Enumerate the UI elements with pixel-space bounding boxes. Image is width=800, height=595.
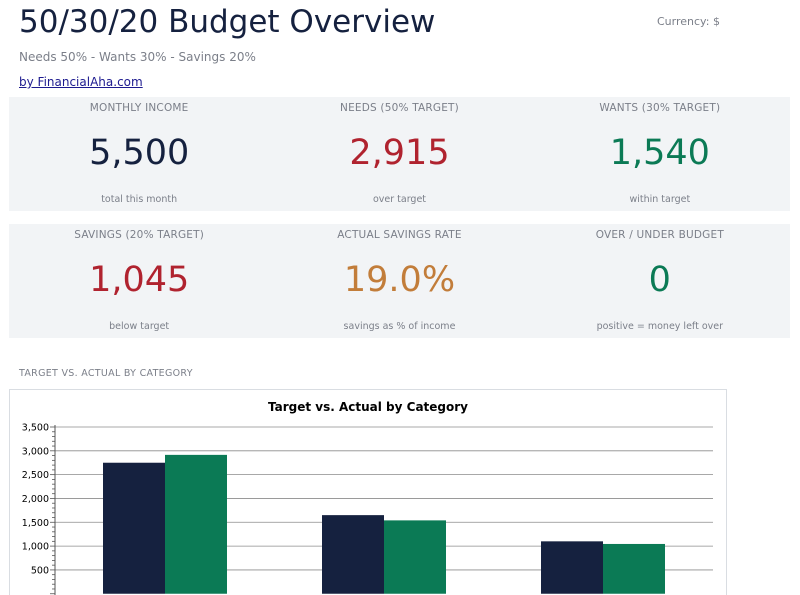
kpi-value: 19.0%	[343, 260, 456, 300]
kpi-note: savings as % of income	[343, 321, 456, 332]
y-tick-label: 3,000	[22, 446, 49, 457]
kpi-label: SAVINGS (20% TARGET)	[74, 229, 205, 241]
actual-bar	[165, 454, 227, 594]
y-tick-label: 1,000	[22, 542, 49, 553]
kpi-note: positive = money left over	[596, 321, 724, 332]
kpi-label: MONTHLY INCOME	[89, 102, 189, 114]
target-bar	[322, 515, 384, 594]
kpi-value: 2,915	[349, 133, 450, 173]
currency-label: Currency: $	[657, 15, 720, 28]
page-subtitle: Needs 50% - Wants 30% - Savings 20%	[19, 50, 256, 64]
kpi-note: below target	[109, 321, 170, 332]
kpi-label: ACTUAL SAVINGS RATE	[337, 229, 462, 241]
kpi-label: NEEDS (50% TARGET)	[340, 102, 459, 114]
kpi-value: 0	[648, 260, 671, 300]
y-tick-label: 1,500	[22, 518, 49, 529]
kpi-note: within target	[629, 194, 691, 205]
chart-section-heading: TARGET VS. ACTUAL BY CATEGORY	[19, 368, 193, 379]
kpi-row-1: MONTHLY INCOME 5,500 total this month NE…	[9, 97, 790, 211]
y-tick-label: 500	[31, 565, 49, 576]
actual-bar	[384, 520, 446, 594]
kpi-note: total this month	[101, 194, 178, 205]
kpi-value: 5,500	[89, 133, 190, 173]
kpi-value: 1,045	[89, 260, 190, 300]
chart-panel: Target vs. Actual by Category 500 1,000 1,…	[9, 389, 727, 595]
kpi-card-savings: SAVINGS (20% TARGET) 1,045 below target	[9, 224, 269, 338]
chart-title: Target vs. Actual by Category	[268, 400, 468, 414]
source-link[interactable]: by FinancialAha.com	[19, 75, 143, 89]
kpi-card-over-under: OVER / UNDER BUDGET 0 positive = money l…	[530, 224, 790, 338]
y-tick-label: 2,000	[22, 494, 49, 505]
kpi-label: WANTS (30% TARGET)	[599, 102, 721, 114]
y-tick-label: 2,500	[22, 470, 49, 481]
kpi-label: OVER / UNDER BUDGET	[595, 229, 724, 241]
kpi-value: 1,540	[609, 133, 710, 173]
actual-bar	[603, 543, 665, 594]
kpi-card-savings-rate: ACTUAL SAVINGS RATE 19.0% savings as % o…	[269, 224, 529, 338]
kpi-card-monthly-income: MONTHLY INCOME 5,500 total this month	[9, 97, 269, 211]
page-title: 50/30/20 Budget Overview	[19, 4, 436, 40]
target-bar	[103, 462, 165, 594]
kpi-card-wants: WANTS (30% TARGET) 1,540 within target	[530, 97, 790, 211]
target-vs-actual-chart: Target vs. Actual by Category 500 1,000 1,…	[22, 400, 713, 595]
kpi-row-2: SAVINGS (20% TARGET) 1,045 below target …	[9, 224, 790, 338]
kpi-note: over target	[372, 194, 427, 205]
y-tick-label: 3,500	[22, 423, 49, 434]
target-bar	[541, 541, 603, 594]
kpi-card-needs: NEEDS (50% TARGET) 2,915 over target	[269, 97, 529, 211]
